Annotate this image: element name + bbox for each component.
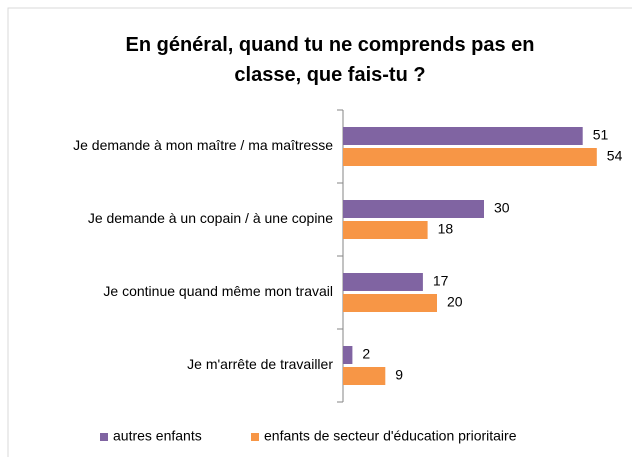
legend-swatch (100, 433, 108, 441)
bar (343, 346, 353, 364)
data-label: 18 (438, 221, 454, 237)
chart-title: En général, quand tu ne comprends pas en… (125, 34, 535, 86)
y-tick-label: Je m'arrête de travailler (187, 356, 333, 372)
bar (343, 221, 428, 239)
y-tick-label: Je continue quand même mon travail (103, 283, 333, 299)
bar (343, 200, 484, 218)
legend-swatch (251, 433, 259, 441)
bar (343, 273, 423, 291)
data-label: 2 (362, 346, 370, 362)
y-tick-label: Je demande à un copain / à une copine (88, 210, 333, 226)
legend-label: autres enfants (113, 428, 202, 444)
data-label: 51 (593, 127, 609, 143)
data-label: 20 (447, 294, 463, 310)
chart-frame (7, 7, 632, 457)
legend-label: enfants de secteur d'éducation prioritai… (264, 428, 517, 444)
data-label: 17 (433, 273, 449, 289)
y-tick-label: Je demande à mon maître / ma maîtresse (73, 137, 333, 153)
data-label: 30 (494, 200, 510, 216)
bar (343, 367, 386, 385)
data-label: 9 (395, 367, 403, 383)
data-label: 54 (607, 148, 623, 164)
bar (343, 294, 437, 312)
bar (343, 127, 583, 145)
bar (343, 148, 597, 166)
